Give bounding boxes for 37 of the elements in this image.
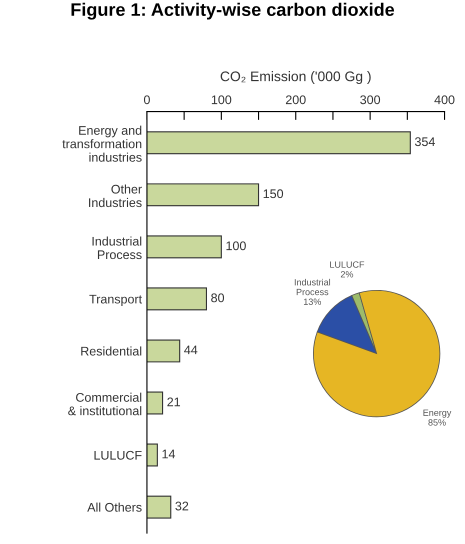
- bar: [146, 496, 172, 519]
- y-tick-label: Commercial & institutional: [68, 392, 142, 416]
- data-label: 80: [211, 293, 224, 302]
- slice-label: Industrial Process: [294, 278, 330, 296]
- bar: [146, 235, 222, 258]
- slice-label: Energy: [423, 410, 452, 418]
- x-tick-label: 300: [360, 95, 380, 104]
- y-tick-label: LULUCF: [94, 450, 142, 460]
- bar: [146, 131, 411, 154]
- bar: [146, 287, 208, 310]
- data-label: 13%: [304, 298, 322, 305]
- slice-label: LULUCF: [330, 261, 364, 268]
- y-tick-label: All Others: [87, 502, 142, 512]
- x-tick-label: 0: [144, 95, 150, 104]
- y-tick-label: Industrial Process: [92, 236, 142, 260]
- x-tick-label: 200: [286, 95, 306, 104]
- x-tick-label: 400: [434, 95, 454, 104]
- bar: [146, 392, 164, 414]
- data-label: 21: [167, 398, 180, 406]
- data-label: 354: [414, 137, 435, 146]
- data-label: 85%: [428, 419, 446, 426]
- data-label: 100: [226, 241, 246, 250]
- bar: [146, 183, 260, 206]
- y-tick-label: Transport: [89, 294, 142, 306]
- data-label: 44: [184, 346, 198, 354]
- bar: [146, 339, 180, 362]
- x-tick-label: 100: [212, 95, 232, 104]
- data-label: 2%: [340, 271, 354, 278]
- data-label: 32: [175, 502, 188, 510]
- bar: [146, 444, 158, 467]
- data-label: 14: [162, 450, 176, 458]
- x-axis-title: CO₂ Emission ('000 Gg ): [220, 71, 371, 84]
- y-tick-label: Other Industries: [89, 184, 142, 208]
- y-tick-label: Energy and transformation industries: [62, 126, 142, 162]
- chart-title: Figure 1: Activity-wise carbon dioxide: [72, 2, 394, 20]
- y-tick-label: Residential: [81, 346, 142, 356]
- data-label: 150: [264, 189, 284, 198]
